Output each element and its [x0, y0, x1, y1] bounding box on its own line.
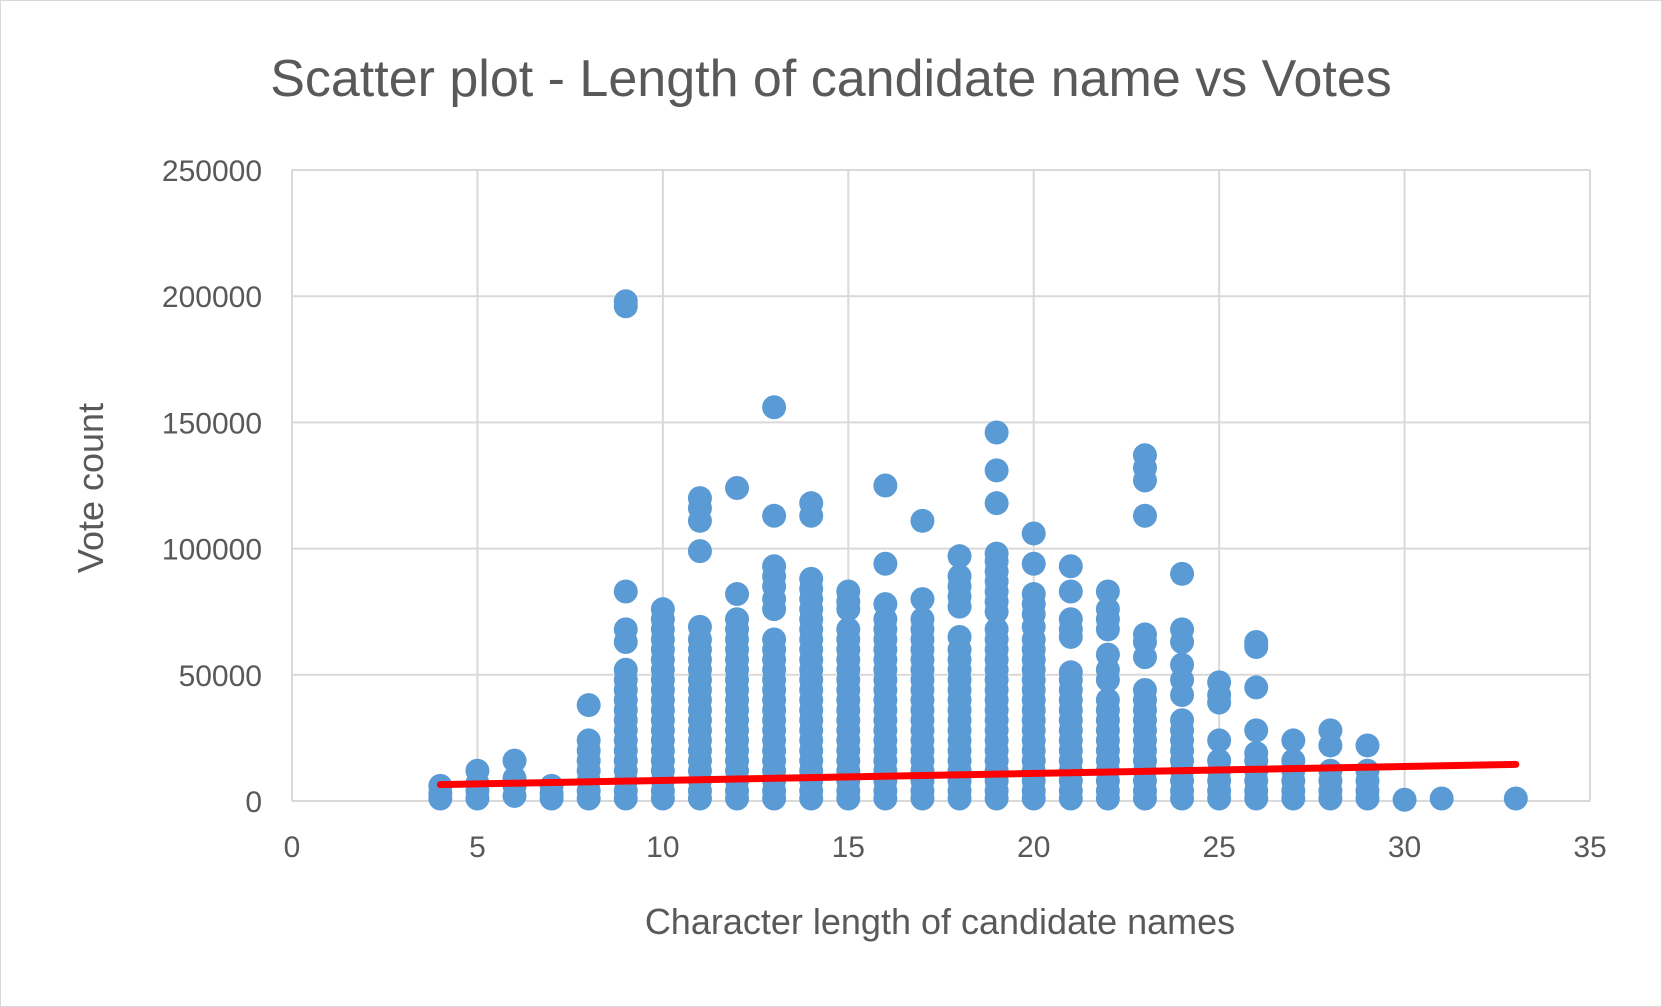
data-point — [762, 627, 787, 652]
y-tick-label: 100000 — [162, 534, 262, 567]
data-point — [1132, 677, 1157, 702]
data-point — [1058, 607, 1083, 632]
x-tick-label: 15 — [832, 831, 865, 864]
data-point — [799, 566, 824, 591]
data-point — [836, 579, 861, 604]
data-point — [1095, 642, 1120, 667]
x-tick-label: 35 — [1573, 831, 1606, 864]
data-point — [1132, 443, 1157, 468]
data-point — [1429, 786, 1454, 811]
data-point — [1244, 718, 1269, 743]
data-point — [873, 473, 898, 498]
data-point — [836, 617, 861, 642]
data-point — [1095, 579, 1120, 604]
data-point — [984, 541, 1009, 566]
data-point — [1244, 675, 1269, 700]
data-point — [613, 657, 638, 682]
y-tick-label: 0 — [245, 786, 262, 819]
data-point — [613, 289, 638, 314]
data-point — [910, 508, 935, 533]
y-tick-label: 150000 — [162, 407, 262, 440]
data-point — [687, 539, 712, 564]
data-point — [1170, 617, 1195, 642]
data-point — [1058, 554, 1083, 579]
data-point — [1058, 660, 1083, 685]
data-point — [1207, 670, 1232, 695]
data-point — [1244, 741, 1269, 766]
chart-title: Scatter plot - Length of candidate name … — [270, 50, 1392, 108]
data-point — [1207, 728, 1232, 753]
data-point — [873, 551, 898, 576]
data-point — [613, 617, 638, 642]
x-tick-label: 5 — [469, 831, 486, 864]
data-point — [910, 587, 935, 612]
data-point — [799, 491, 824, 516]
data-point — [1132, 622, 1157, 647]
data-point — [725, 582, 750, 607]
y-tick-label: 200000 — [162, 281, 262, 314]
data-point — [1095, 688, 1120, 713]
data-point — [687, 486, 712, 511]
data-point — [1170, 561, 1195, 586]
plot-grid — [291, 169, 1591, 802]
data-point — [1021, 582, 1046, 607]
data-point — [1095, 597, 1120, 622]
data-point — [947, 624, 972, 649]
data-point — [984, 458, 1009, 483]
data-point — [947, 564, 972, 589]
x-tick-label: 0 — [284, 831, 301, 864]
data-point — [1281, 728, 1306, 753]
trendline-layer — [436, 760, 1520, 789]
data-point — [1170, 652, 1195, 677]
data-point — [1058, 579, 1083, 604]
x-tick-label: 10 — [646, 831, 679, 864]
data-point — [1132, 503, 1157, 528]
data-point — [1503, 786, 1528, 811]
axis-ticks: 0 50000 100000 150000 200000 250000 0 5 10 15 20 25… — [162, 155, 1607, 864]
data-point — [576, 728, 601, 753]
data-point — [1244, 629, 1269, 654]
data-point — [762, 503, 787, 528]
data-point — [650, 597, 675, 622]
data-point — [762, 395, 787, 420]
trendline — [436, 760, 1520, 789]
data-point — [910, 607, 935, 632]
data-point — [1170, 708, 1195, 733]
data-point — [465, 758, 490, 783]
data-points — [428, 289, 1528, 812]
y-axis-title: Vote count — [70, 403, 111, 573]
x-tick-label: 20 — [1017, 831, 1050, 864]
data-point — [1392, 787, 1417, 812]
data-point — [947, 544, 972, 569]
data-point — [1355, 733, 1380, 758]
data-point — [725, 607, 750, 632]
data-point — [1318, 718, 1343, 743]
x-axis-title: Character length of candidate names — [645, 901, 1235, 942]
data-point — [687, 614, 712, 639]
data-point — [502, 748, 527, 773]
data-point — [613, 579, 638, 604]
data-point — [984, 491, 1009, 516]
y-tick-label: 250000 — [162, 155, 262, 188]
x-tick-label: 30 — [1388, 831, 1421, 864]
y-tick-label: 50000 — [179, 660, 262, 693]
data-point — [1021, 551, 1046, 576]
data-point — [576, 693, 601, 718]
data-point — [1021, 521, 1046, 546]
data-point — [984, 617, 1009, 642]
data-point — [984, 420, 1009, 445]
x-tick-label: 25 — [1202, 831, 1235, 864]
data-point — [725, 476, 750, 501]
data-point — [762, 554, 787, 579]
data-point — [873, 592, 898, 617]
